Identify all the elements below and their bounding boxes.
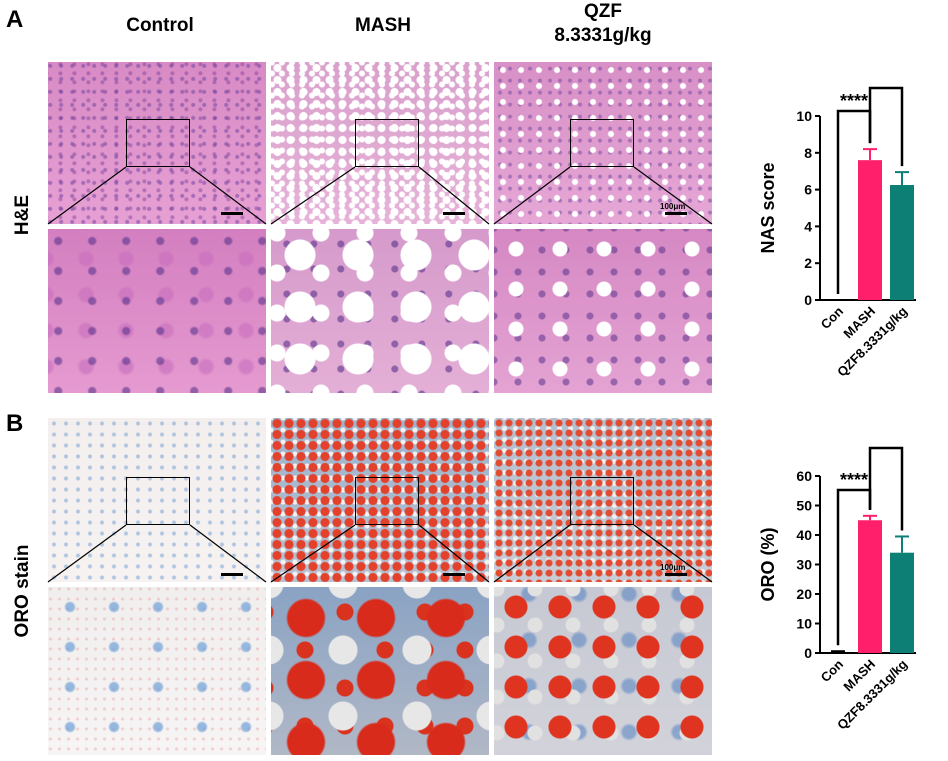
scale-bar-label-oro: 100μm: [660, 563, 686, 572]
nas-significance-label: *: [882, 80, 889, 88]
oro-bar-2: [858, 520, 882, 653]
column-title-control: Control: [55, 14, 265, 38]
oro-significance-label: ****: [840, 470, 868, 490]
he-mash-low-image: [271, 62, 489, 224]
scale-bar-oro-mash: [443, 573, 465, 576]
zoom-box-he-control: [126, 119, 190, 167]
nas-significance-label: ****: [840, 91, 868, 111]
nas-y-tick-label: 2: [804, 255, 812, 271]
zoom-box-he-mash: [355, 119, 419, 167]
column-title-mash: MASH: [278, 14, 488, 38]
nas-y-tick-label: 6: [804, 182, 812, 198]
nas-significance-bracket: [868, 86, 904, 167]
column-title-mash-text: MASH: [355, 15, 411, 36]
scale-bar-he-control: [221, 212, 243, 215]
nas-y-tick-label: 10: [796, 108, 812, 124]
column-title-qzf: QZF 8.3331g/kg: [498, 0, 708, 48]
he-control-high-image: [48, 229, 266, 393]
column-title-control-text: Control: [126, 15, 194, 36]
nas-y-axis-label: NAS score: [758, 162, 778, 253]
oro-significance-label: **: [879, 440, 893, 448]
nas-y-tick-label: 8: [804, 145, 812, 161]
zoom-box-oro-qzf: [570, 477, 634, 525]
nas-y-tick-label: 4: [804, 218, 812, 234]
oro-bar-1: [826, 652, 850, 653]
column-title-qzf-line2: 8.3331g/kg: [554, 25, 652, 46]
nas-bar-1: [826, 300, 850, 301]
oro-bar-3: [890, 552, 914, 653]
scale-bar-he-mash: [443, 212, 465, 215]
nas-bar-3: [890, 185, 914, 300]
zoom-box-he-qzf: [570, 119, 634, 167]
nas-x-tick-label: Con: [818, 303, 847, 332]
oro-y-tick-label: 50: [796, 498, 812, 514]
oro-y-tick-label: 60: [796, 468, 812, 484]
nas-bar-2: [858, 160, 882, 300]
oro-significance-bracket: [868, 446, 904, 531]
oro-y-tick-label: 0: [804, 645, 812, 661]
zoom-box-oro-control: [126, 477, 190, 525]
oro-y-tick-label: 30: [796, 557, 812, 573]
scale-bar-oro-qzf: [665, 573, 687, 576]
oro-x-tick-label: Con: [818, 656, 847, 685]
oro-control-high-image: [48, 587, 266, 755]
scale-bar-oro-control: [221, 573, 243, 576]
zoom-box-oro-mash: [355, 477, 419, 525]
scale-bar-he-qzf: [665, 212, 687, 215]
scale-bar-label-he: 100μm: [660, 202, 686, 211]
panel-b-letter: B: [6, 410, 24, 437]
oro-y-tick-label: 10: [796, 616, 812, 632]
panel-a-letter: A: [6, 6, 24, 33]
oro-qzf-high-image: [494, 587, 712, 755]
nas-y-tick-label: 0: [804, 292, 812, 308]
he-qzf-high-image: [494, 229, 712, 393]
column-title-qzf-line1: QZF: [584, 1, 622, 22]
oro-y-tick-label: 40: [796, 527, 812, 543]
oro-y-tick-label: 20: [796, 586, 812, 602]
oro-mash-high-image: [271, 587, 489, 755]
oro-y-axis-label: ORO (%): [758, 527, 778, 601]
he-mash-high-image: [271, 229, 489, 393]
oro-mash-low-image: [271, 418, 489, 582]
